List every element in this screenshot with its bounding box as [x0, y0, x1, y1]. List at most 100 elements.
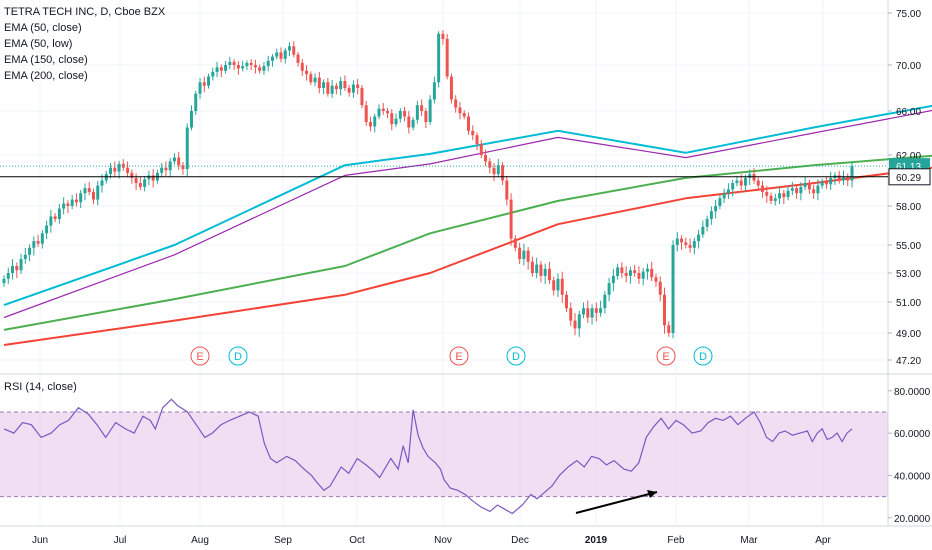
candle-body: [241, 66, 245, 69]
candle-body: [283, 50, 287, 59]
candle: [377, 104, 381, 120]
price-badge-box: [888, 168, 931, 186]
candle: [40, 230, 44, 249]
candle-body: [837, 175, 841, 181]
rsi-axis-label: 40.0000: [894, 471, 931, 482]
candle-body: [552, 280, 556, 291]
candle: [496, 158, 500, 178]
candle: [339, 76, 343, 96]
candle-body: [778, 193, 782, 199]
candle-body: [513, 238, 517, 248]
candle-body: [829, 177, 833, 185]
candle-body: [185, 127, 189, 170]
candle-body: [701, 226, 705, 235]
event-circle: [656, 346, 676, 366]
candle-body: [462, 113, 466, 117]
candle-body: [96, 185, 100, 200]
candle-body: [432, 82, 436, 100]
candle-body: [718, 198, 722, 206]
candle-body: [147, 175, 151, 180]
candle-body: [786, 190, 790, 198]
candle: [36, 234, 40, 248]
candle-body: [351, 84, 355, 93]
candle: [761, 180, 765, 198]
candle-body: [594, 308, 598, 313]
candle-body: [288, 46, 291, 51]
candle-body: [45, 225, 49, 234]
candle: [535, 257, 539, 279]
candle-body: [245, 62, 249, 67]
rsi-axis-label: 20.0000: [894, 514, 931, 525]
candle: [641, 268, 645, 286]
candle-body: [820, 181, 824, 186]
event-circle: [693, 346, 713, 366]
candle-body: [850, 166, 854, 181]
price-axis-label: 55.00: [896, 241, 921, 252]
candle-body: [560, 278, 564, 295]
candle-body: [91, 191, 95, 200]
candle: [603, 291, 607, 314]
candle: [207, 73, 211, 89]
candle-body: [526, 250, 530, 262]
candle-body: [305, 70, 309, 75]
candle-body: [684, 242, 688, 245]
candle-body: [219, 67, 223, 71]
candle: [590, 304, 594, 325]
candle-body: [790, 188, 794, 191]
candle-body: [518, 247, 522, 259]
time-axis-label: Aug: [191, 535, 209, 546]
candle: [411, 117, 415, 131]
dividend-marker: D: [693, 346, 713, 366]
candle: [364, 100, 368, 126]
price-axis: 75.00 70.00 66.00 62.00 58.00 55.00 53.00 51.00…: [888, 9, 921, 367]
candle-body: [19, 259, 23, 271]
candle-body: [658, 281, 662, 295]
candle-body: [2, 278, 6, 284]
candle: [351, 80, 355, 98]
candle-body: [49, 216, 53, 226]
candle-body: [160, 167, 164, 173]
candle-body: [296, 54, 300, 63]
candle: [104, 170, 108, 184]
rsi-line: [3, 398, 853, 515]
candle: [292, 41, 296, 58]
candle: [117, 160, 121, 179]
dividend-marker: D: [506, 346, 526, 366]
earnings-marker: E: [449, 346, 469, 366]
candle: [526, 247, 530, 270]
candle: [778, 187, 782, 205]
event-circle: [190, 346, 210, 366]
candle: [441, 29, 445, 45]
candle: [543, 263, 547, 284]
candle-body: [181, 165, 185, 170]
candle: [765, 185, 769, 203]
price-axis-label: 62.00: [896, 151, 921, 162]
candle: [782, 190, 786, 205]
candle-body: [731, 183, 735, 190]
candle: [394, 113, 398, 127]
candle: [138, 176, 142, 191]
candle-body: [539, 264, 543, 276]
candle-body: [543, 268, 547, 276]
candle-body: [735, 180, 739, 184]
candle-body: [466, 116, 470, 131]
candle: [19, 253, 23, 274]
candle-body: [36, 241, 40, 244]
candle-body: [313, 77, 317, 83]
candle: [160, 163, 164, 178]
candle: [79, 190, 83, 208]
candle-body: [650, 268, 654, 278]
candle: [420, 99, 424, 116]
event-label: D: [512, 351, 520, 363]
time-axis-label: Mar: [740, 535, 758, 546]
candle: [403, 106, 407, 122]
candle: [522, 243, 526, 266]
candle-body: [211, 71, 215, 77]
candle: [624, 266, 628, 283]
time-axis-label: Jun: [32, 535, 48, 546]
candle: [275, 48, 279, 60]
candle-body: [411, 119, 415, 128]
candle-body: [253, 65, 257, 68]
candle: [249, 59, 253, 71]
